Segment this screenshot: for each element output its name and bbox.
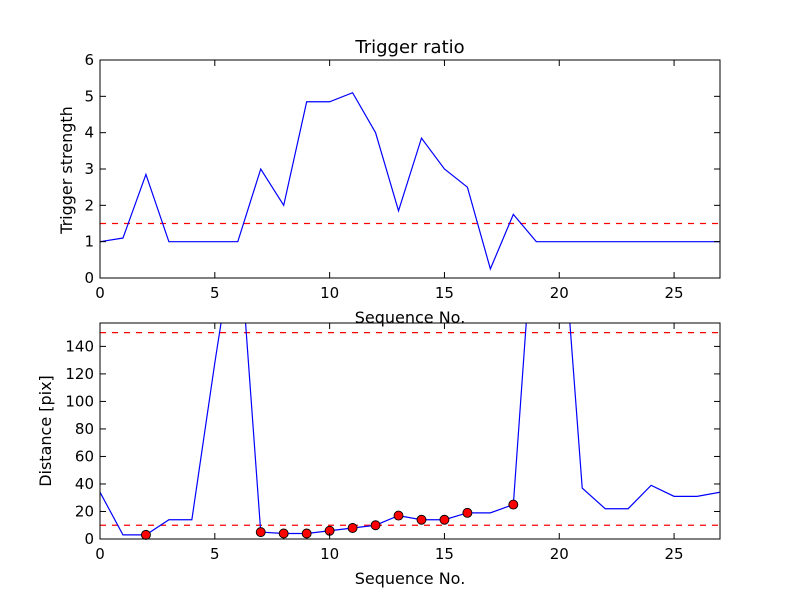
- x-tick-label: 15: [435, 545, 454, 563]
- x-axis-label: Sequence No.: [355, 308, 466, 327]
- x-tick-label: 10: [320, 284, 339, 302]
- y-tick-label: 100: [65, 392, 94, 410]
- plot-frame: [99, 322, 721, 540]
- y-tick-label: 60: [75, 447, 94, 465]
- y-tick-label: 40: [75, 475, 94, 493]
- y-tick-label: 0: [84, 269, 94, 287]
- series-line: [100, 323, 720, 536]
- x-tick-label: 20: [550, 284, 569, 302]
- data-point: [439, 514, 450, 525]
- y-tick-label: 6: [84, 51, 94, 69]
- plot-area: [100, 323, 720, 536]
- y-tick-label: 2: [84, 196, 94, 214]
- y-axis-label: Distance [pix]: [36, 375, 55, 487]
- y-tick-label: 4: [84, 124, 94, 142]
- x-tick-label: 25: [665, 284, 684, 302]
- data-point: [347, 523, 358, 533]
- data-point: [393, 510, 404, 521]
- y-tick-label: 5: [84, 87, 94, 105]
- trigger-ratio-chart: Trigger ratio Trigger strength Sequence …: [57, 37, 721, 327]
- x-tick-label: 20: [550, 545, 569, 563]
- x-tick-label: 5: [210, 545, 220, 563]
- chart-title: Trigger ratio: [354, 37, 464, 58]
- y-tick-label: 20: [75, 502, 94, 520]
- data-point: [370, 520, 381, 531]
- data-point: [301, 528, 312, 539]
- y-tick-label: 120: [65, 365, 94, 383]
- x-tick-label: 0: [95, 284, 105, 302]
- distance-chart: Distance [pix] Sequence No. 0 5 10 15 20 25 0 2…: [36, 322, 721, 588]
- y-tick-label: 80: [75, 420, 94, 438]
- x-axis-label: Sequence No.: [355, 569, 466, 588]
- data-point: [508, 499, 519, 510]
- y-tick-label: 0: [84, 530, 94, 548]
- data-point: [255, 527, 266, 538]
- x-tick-label: 25: [665, 545, 684, 563]
- x-tick-label: 10: [320, 545, 339, 563]
- x-tick-label: 5: [210, 284, 220, 302]
- y-tick-label: 1: [84, 233, 94, 251]
- data-point: [416, 514, 427, 525]
- x-tick-label: 15: [435, 284, 454, 302]
- x-tick-label: 0: [95, 545, 105, 563]
- data-point: [278, 528, 289, 539]
- series-line: [100, 91, 720, 271]
- data-point: [140, 529, 151, 540]
- y-tick-label: 140: [65, 337, 94, 355]
- y-axis-label: Trigger strength: [57, 106, 76, 235]
- plot-area: [100, 91, 720, 271]
- data-point: [462, 507, 473, 518]
- y-tick-label: 3: [84, 160, 94, 178]
